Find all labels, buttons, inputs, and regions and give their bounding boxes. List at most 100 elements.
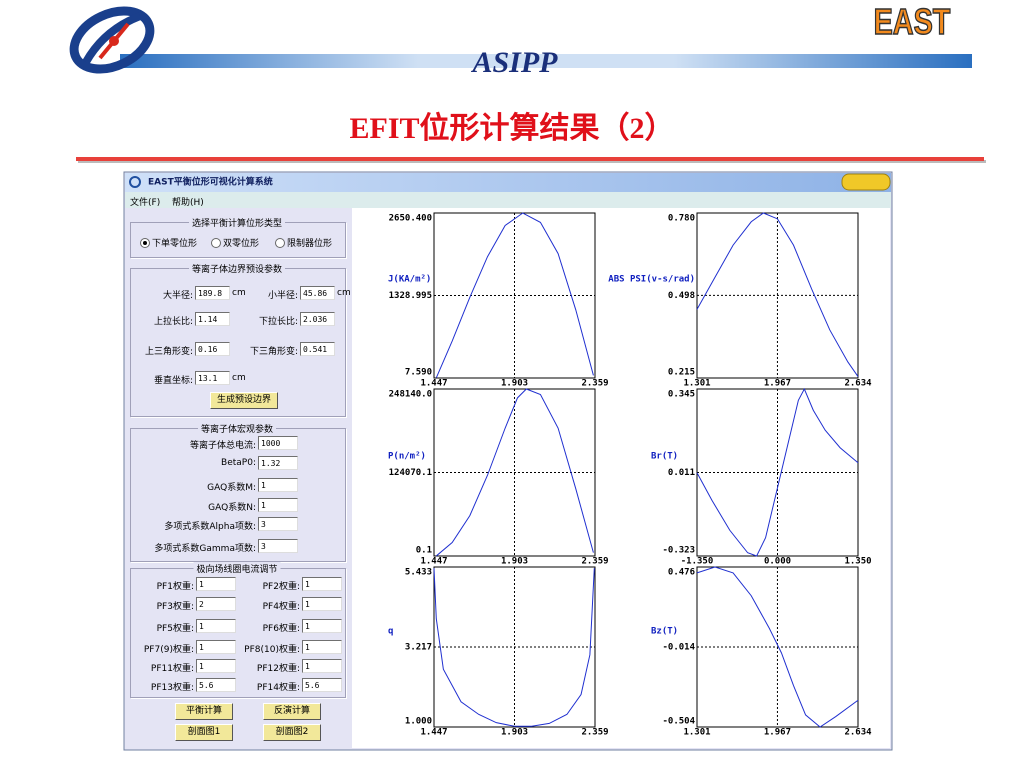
curve (433, 568, 595, 727)
field-label: 上拉长比: (153, 317, 193, 327)
logo (69, 6, 155, 74)
text-input[interactable]: 0.16 (195, 342, 230, 356)
field-label: PF4权重: (262, 602, 300, 612)
text-input[interactable]: 45.86 (300, 286, 335, 300)
y-tick-label: -0.504 (662, 717, 695, 727)
text-input[interactable]: 1 (302, 577, 342, 591)
text-input[interactable]: 2 (196, 597, 236, 611)
unit-label: cm (337, 288, 351, 298)
x-tick-label: 2.634 (844, 728, 872, 738)
text-input[interactable]: 1 (196, 619, 236, 633)
field-label: PF3权重: (156, 602, 194, 612)
y-axis-label: ABS PSI(v-s/rad) (608, 275, 695, 285)
y-axis-label: Br(T) (651, 451, 678, 461)
y-tick-label: 0.215 (668, 368, 695, 378)
text-input[interactable]: 1 (196, 577, 236, 591)
text-input[interactable]: 1 (302, 659, 342, 673)
y-axis-label: P(n/m²) (388, 451, 426, 461)
y-tick-label: 0.011 (668, 468, 695, 478)
menu-bar (125, 192, 891, 208)
field-label: 上三角形变: (144, 347, 193, 357)
text-input[interactable]: 13.1 (195, 371, 230, 385)
y-tick-label: 0.780 (668, 214, 695, 224)
text-input[interactable]: 1 (258, 478, 298, 492)
field-label: PF12权重: (256, 664, 300, 674)
field-label: 下三角形变: (249, 347, 298, 357)
button[interactable]: 剖面图1 (175, 724, 233, 741)
x-tick-label: 1.447 (420, 728, 447, 738)
x-tick-label: 1.967 (764, 379, 791, 389)
curve (696, 566, 859, 728)
group-legend: 等离子体边界预设参数 (188, 262, 286, 275)
text-input[interactable]: 1 (258, 498, 298, 512)
text-input[interactable]: 5.6 (302, 678, 342, 692)
group-legend: 选择平衡计算位形类型 (188, 216, 286, 229)
button[interactable]: 剖面图2 (263, 724, 321, 741)
field-label: 等离子体总电流: (189, 441, 256, 451)
unit-label: cm (232, 373, 246, 383)
y-tick-label: -0.014 (662, 643, 695, 653)
text-input[interactable]: 1 (196, 659, 236, 673)
field-label: PF1权重: (156, 582, 194, 592)
y-tick-label: 0.1 (416, 546, 432, 556)
field-label: GAQ系数N: (208, 503, 256, 513)
app-icon (129, 176, 141, 188)
curve (435, 212, 594, 379)
title-bar (125, 173, 891, 192)
text-input[interactable]: 1 (302, 640, 342, 654)
button[interactable]: 反演计算 (263, 703, 321, 720)
text-input[interactable]: 2.036 (300, 312, 335, 326)
text-input[interactable]: 1 (302, 597, 342, 611)
text-input[interactable]: 5.6 (196, 678, 236, 692)
text-input[interactable]: 1 (196, 640, 236, 654)
text-input[interactable]: 189.8 (195, 286, 230, 300)
header-title: ASIPP (470, 46, 558, 79)
y-tick-label: 1.000 (405, 717, 432, 727)
y-tick-label: 5.433 (405, 568, 432, 578)
text-input[interactable]: 3 (258, 517, 298, 531)
button[interactable]: 生成预设边界 (210, 392, 278, 409)
radio[interactable] (275, 238, 285, 248)
x-tick-label: 2.634 (844, 379, 872, 389)
x-tick-label: 1.447 (420, 557, 447, 567)
field-label: 多项式系数Gamma项数: (154, 544, 256, 554)
text-input[interactable]: 1.32 (258, 456, 298, 470)
radio[interactable] (140, 238, 150, 248)
x-tick-label: 1.301 (683, 728, 710, 738)
y-tick-label: 248140.0 (389, 390, 432, 400)
slide-title: EFIT位形计算结果（2） (349, 111, 674, 145)
group-legend: 极向场线圈电流调节 (193, 562, 281, 575)
text-input[interactable]: 1.14 (195, 312, 230, 326)
window-controls[interactable] (841, 173, 891, 191)
y-tick-label: 124070.1 (389, 468, 432, 478)
x-tick-label: 1.903 (501, 557, 528, 567)
field-label: 下拉长比: (258, 317, 298, 327)
field-label: 多项式系数Alpha项数: (164, 522, 256, 532)
x-tick-label: 1.967 (764, 728, 791, 738)
y-tick-label: 1328.995 (389, 291, 432, 301)
x-tick-label: 1.903 (501, 379, 528, 389)
y-tick-label: 0.345 (668, 390, 695, 400)
radio-label: 双零位形 (223, 239, 260, 249)
x-tick-label: -1.350 (681, 557, 714, 567)
radio[interactable] (211, 238, 221, 248)
radio-label: 下单零位形 (152, 239, 198, 249)
menu-item[interactable]: 帮助(H) (172, 198, 204, 208)
menu-item[interactable]: 文件(F) (130, 198, 161, 208)
text-input[interactable]: 1 (302, 619, 342, 633)
text-input[interactable]: 1000 (258, 436, 298, 450)
x-tick-label: 1.903 (501, 728, 528, 738)
x-tick-label: 0.000 (764, 557, 791, 567)
field-label: BetaP0: (221, 458, 256, 468)
button[interactable]: 平衡计算 (175, 703, 233, 720)
x-tick-label: 2.359 (581, 379, 608, 389)
text-input[interactable]: 0.541 (300, 342, 335, 356)
field-label: PF6权重: (262, 624, 300, 634)
field-label: 垂直坐标: (153, 376, 193, 386)
field-label: PF14权重: (256, 683, 300, 693)
field-label: PF8(10)权重: (244, 645, 300, 655)
text-input[interactable]: 3 (258, 539, 298, 553)
y-axis-label: Bz(T) (651, 627, 678, 637)
